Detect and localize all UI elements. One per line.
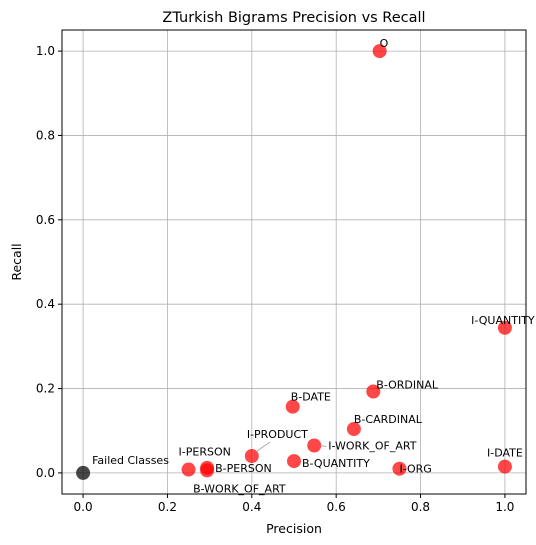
y-tick-label: 0.8 [36,128,55,142]
point-label: I-WORK_OF_ART [328,439,417,452]
x-tick-label: 0.6 [327,500,346,514]
point-label-leader [255,441,271,453]
point-label: I-QUANTITY [471,314,535,327]
y-tick-label: 0.6 [36,213,55,227]
chart-title: ZTurkish Bigrams Precision vs Recall [162,10,425,26]
point-label: I-PRODUCT [247,428,308,441]
data-point [244,449,259,464]
point-label: B-PERSON [215,462,272,475]
y-tick-label: 0.2 [36,382,55,396]
x-tick-label: 0.2 [158,500,177,514]
point-labels: O I-QUANTITY B-ORDINAL B-DATE B-CARDINAL I-WO… [92,37,535,495]
axis-ticks: 0.0 0.2 0.4 0.6 0.8 1.0 0.0 0.2 0.4 0.6 0.8 1.0 [36,44,515,514]
data-point [346,422,361,437]
data-point [497,459,512,474]
point-label-leader [320,445,327,447]
grid [62,30,526,494]
data-point [200,463,215,478]
data-point [372,44,387,59]
point-label: O [380,37,389,50]
data-point [287,454,301,469]
y-tick-label: 0.0 [36,466,55,480]
failed-class-label: Failed Classes [92,454,169,467]
y-tick-label: 0.4 [36,297,55,311]
point-label: I-ORG [399,463,431,476]
point-label: I-DATE [487,447,523,460]
x-axis-title: Precision [266,521,322,536]
x-tick-label: 1.0 [495,500,514,514]
point-label: B-CARDINAL [354,413,423,426]
point-label: B-ORDINAL [376,378,439,391]
y-tick-label: 1.0 [36,44,55,58]
data-point [366,384,381,399]
data-point [285,399,300,414]
data-point [392,461,407,476]
data-point [497,320,512,335]
plot-area [61,29,527,495]
point-label: B-QUANTITY [302,457,370,470]
data-point [307,438,322,453]
point-label: B-DATE [291,391,331,404]
point-label: B-WORK_OF_ART [193,482,286,495]
data-points [76,44,512,480]
x-tick-label: 0.8 [411,500,430,514]
point-label: I-PERSON [179,446,231,459]
x-tick-label: 0.4 [242,500,261,514]
x-tick-label: 0.0 [74,500,93,514]
data-point [181,462,196,477]
failed-class-point [76,465,91,480]
y-axis-title: Recall [9,243,24,280]
